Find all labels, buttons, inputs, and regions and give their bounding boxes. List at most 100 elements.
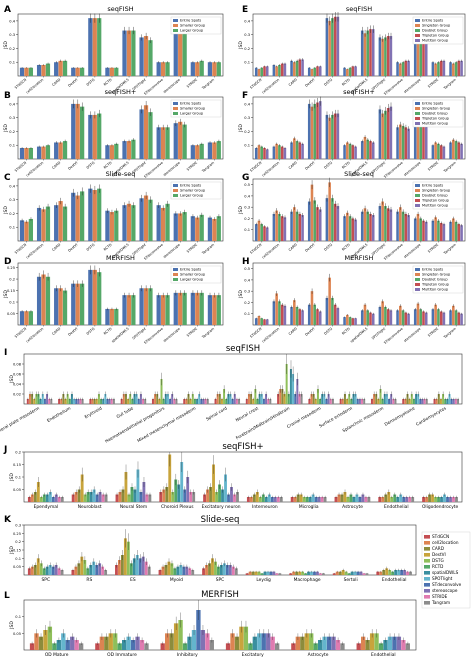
- bar: [231, 566, 235, 575]
- bar: [301, 215, 304, 241]
- bar: [404, 399, 407, 404]
- bar: [318, 66, 322, 76]
- bar: [425, 497, 428, 502]
- bar: [175, 399, 178, 404]
- bar: [434, 217, 437, 241]
- bar: [216, 394, 219, 404]
- bar: [131, 205, 136, 241]
- bar: [446, 497, 449, 502]
- x-tick-label: SPOTlight: [371, 326, 387, 340]
- legend-label: Larger Group: [180, 112, 204, 116]
- bar: [442, 394, 445, 404]
- x-tick-label: Tangram: [201, 160, 216, 174]
- bar: [364, 497, 368, 502]
- bar: [365, 573, 369, 575]
- bar: [255, 492, 259, 502]
- bar: [331, 114, 334, 159]
- bar: [356, 571, 360, 575]
- bar: [173, 292, 178, 325]
- bar: [422, 29, 425, 76]
- bar: [389, 310, 393, 325]
- bar: [75, 67, 80, 76]
- bar: [339, 399, 342, 404]
- bar: [27, 497, 31, 502]
- bar: [51, 497, 55, 502]
- legend-swatch: [424, 535, 430, 539]
- bar: [356, 643, 361, 650]
- x-tick-label: RCTD: [103, 326, 113, 335]
- bar: [316, 571, 319, 575]
- legend-swatch: [424, 547, 430, 551]
- bar: [355, 494, 359, 502]
- bar: [131, 295, 136, 325]
- bar: [384, 206, 387, 241]
- bar: [158, 399, 161, 404]
- x-tick-label: DestVI: [304, 161, 315, 171]
- bar: [361, 636, 366, 650]
- bar: [272, 571, 276, 575]
- x-tick-label: Choroid Plexus: [161, 504, 194, 510]
- bar: [316, 389, 319, 404]
- bar: [178, 292, 183, 325]
- bar: [97, 272, 102, 325]
- bar: [454, 310, 458, 325]
- x-tick-label: DestVI: [67, 161, 78, 171]
- bar: [293, 497, 297, 502]
- chart-title: seqFISH: [226, 344, 260, 354]
- bar: [224, 474, 227, 502]
- y-tick-label: 0.1: [244, 228, 250, 232]
- bar: [307, 103, 311, 159]
- x-tick-label: DestVI: [304, 327, 315, 337]
- bar: [142, 482, 146, 502]
- legend-swatch: [424, 589, 430, 593]
- bar: [326, 636, 332, 650]
- bar: [376, 571, 380, 575]
- y-tick-label: 0.4: [244, 19, 250, 23]
- bar: [97, 18, 102, 77]
- bar: [248, 571, 252, 575]
- bar: [139, 37, 144, 76]
- legend-label: Multiton Group: [422, 204, 449, 208]
- legend-swatch: [173, 102, 178, 105]
- chart-title: seqFISH+: [222, 442, 263, 452]
- bar: [215, 492, 218, 502]
- bar: [74, 566, 78, 575]
- y-tick-label: 0.3: [15, 524, 21, 528]
- bar: [191, 630, 197, 650]
- bar: [270, 636, 275, 650]
- bar: [151, 399, 154, 404]
- x-tick-label: STdeconvolve: [383, 327, 404, 345]
- bar: [92, 489, 96, 502]
- bar: [183, 489, 187, 502]
- bar: [437, 497, 440, 502]
- bar: [148, 199, 153, 241]
- legend-label: Entire Spots: [422, 268, 443, 272]
- bar: [97, 188, 102, 241]
- y-tick-label: 0.05: [7, 312, 15, 316]
- bar: [384, 306, 387, 325]
- bar: [126, 203, 132, 241]
- bar: [139, 492, 143, 502]
- legend-swatch: [415, 19, 420, 22]
- bar: [313, 643, 318, 650]
- bar: [257, 145, 261, 159]
- bar: [318, 640, 323, 650]
- bar: [207, 62, 213, 76]
- legend-swatch: [424, 565, 430, 569]
- legend-swatch: [415, 112, 420, 115]
- bar: [320, 497, 324, 502]
- bar: [363, 136, 367, 159]
- bar: [160, 127, 166, 159]
- bar: [207, 217, 213, 241]
- bar: [388, 399, 391, 404]
- x-tick-label: stereoscope: [163, 78, 181, 94]
- bar: [363, 399, 366, 404]
- bar: [336, 308, 340, 325]
- bar: [360, 141, 364, 159]
- bar: [261, 633, 266, 650]
- bar: [104, 394, 107, 404]
- bar: [218, 394, 221, 404]
- bar: [88, 269, 93, 325]
- x-tick-label: STRIDE: [427, 78, 439, 89]
- bar: [361, 494, 365, 502]
